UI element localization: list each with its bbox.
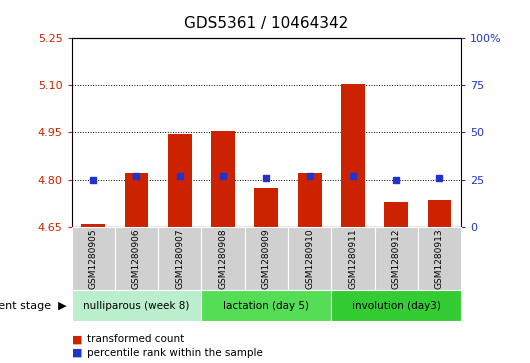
Bar [158,227,201,290]
Bar [418,227,461,290]
Bar [201,227,245,290]
Text: GSM1280908: GSM1280908 [218,228,227,289]
Text: GSM1280913: GSM1280913 [435,228,444,289]
Text: percentile rank within the sample: percentile rank within the sample [87,348,263,358]
Text: GSM1280907: GSM1280907 [175,228,184,289]
Bar [245,227,288,290]
Text: ■: ■ [72,334,82,344]
Text: GDS5361 / 10464342: GDS5361 / 10464342 [184,16,348,31]
Text: GSM1280912: GSM1280912 [392,228,401,289]
Bar [384,202,408,227]
Bar [254,188,278,227]
Bar [125,174,148,227]
Text: ■: ■ [72,348,82,358]
Text: transformed count: transformed count [87,334,184,344]
Bar [288,227,331,290]
Bar [115,227,158,290]
Text: nulliparous (week 8): nulliparous (week 8) [83,301,190,311]
Bar [72,227,115,290]
Bar [331,227,375,290]
Bar [72,290,201,321]
Text: GSM1280909: GSM1280909 [262,228,271,289]
Bar [428,200,452,227]
Text: GSM1280906: GSM1280906 [132,228,141,289]
Bar [81,224,105,227]
Text: involution (day3): involution (day3) [352,301,440,311]
Text: GSM1280911: GSM1280911 [348,228,357,289]
Text: development stage  ▶: development stage ▶ [0,301,66,311]
Bar [298,174,322,227]
Bar [168,134,192,227]
Text: lactation (day 5): lactation (day 5) [223,301,310,311]
Text: GSM1280910: GSM1280910 [305,228,314,289]
Bar [331,290,461,321]
Text: GSM1280905: GSM1280905 [89,228,98,289]
Bar [201,290,331,321]
Bar [341,84,365,227]
Bar [375,227,418,290]
Bar [211,131,235,227]
